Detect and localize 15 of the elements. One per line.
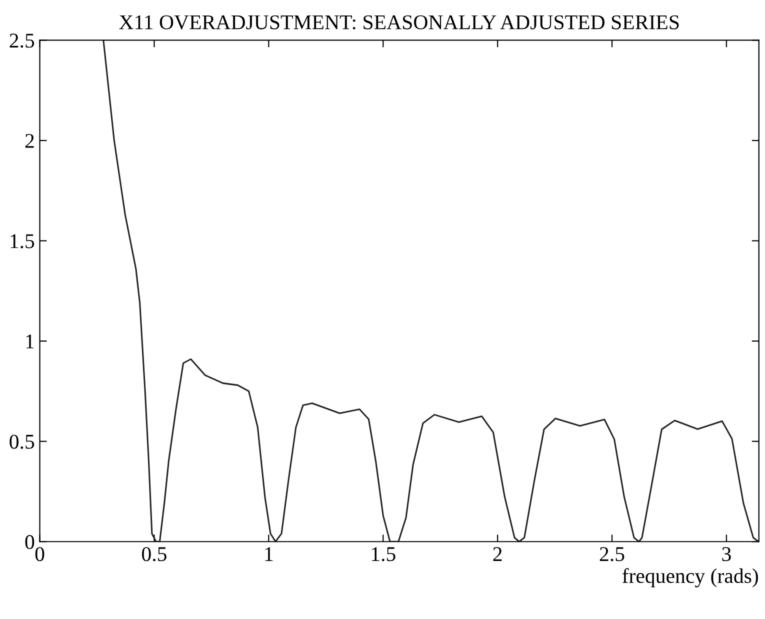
x-tick-label: 3 xyxy=(722,547,731,562)
x-tick-label: 1.5 xyxy=(372,547,396,562)
x-tick-label: 0.5 xyxy=(142,547,166,562)
x-tick-label: 1 xyxy=(265,547,273,561)
x-tick-label: 0 xyxy=(35,547,44,562)
y-tick-label: 1.5 xyxy=(10,234,34,248)
chart-title: X11 OVERADJUSTMENT: SEASONALLY ADJUSTED SERIES xyxy=(119,15,679,30)
y-tick-label: 1 xyxy=(26,334,34,348)
x-tick-label: 2 xyxy=(493,547,502,561)
x-tick-label: 2.5 xyxy=(600,547,624,562)
y-tick-label: 0 xyxy=(25,535,34,550)
y-tick-label: 2.5 xyxy=(10,34,34,48)
y-tick-label: 2 xyxy=(25,134,34,148)
y-tick-label: 0.5 xyxy=(10,434,34,449)
x-axis-title: frequency (rads) xyxy=(622,568,758,588)
